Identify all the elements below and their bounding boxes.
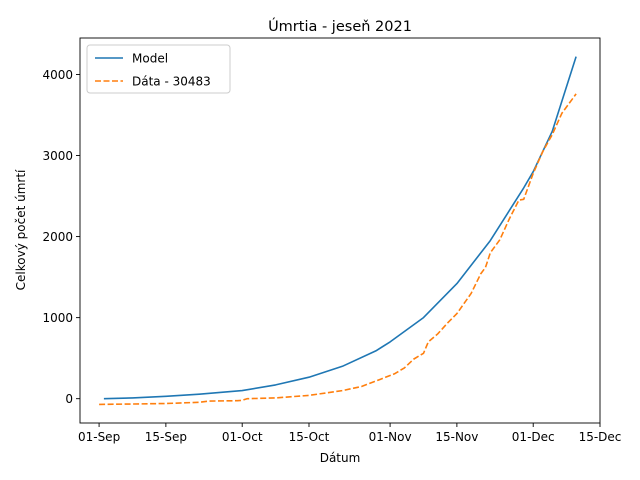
x-tick-label: 01-Sep	[78, 430, 120, 444]
series-line-2	[99, 93, 577, 406]
x-tick-label: 15-Oct	[289, 430, 330, 444]
x-tick-label: 01-Nov	[369, 430, 412, 444]
chart-title: Úmrtia - jeseň 2021	[268, 17, 412, 35]
y-tick-label: 3000	[42, 149, 73, 163]
x-tick-label: 15-Nov	[435, 430, 478, 444]
legend-label-2: Dáta - 30483	[132, 75, 211, 89]
legend-label-1: Model	[132, 52, 168, 66]
y-tick-label: 1000	[42, 311, 73, 325]
legend: Model Dáta - 30483	[86, 44, 231, 94]
y-tick-label: 4000	[42, 68, 73, 82]
plot-frame	[79, 37, 601, 424]
x-tick-label: 01-Oct	[222, 430, 263, 444]
x-tick-label: 15-Dec	[579, 430, 622, 444]
axes: 01-Sep 15-Sep 01-Oct 15-Oct 01-Nov 15-Nov 01-D…	[42, 37, 622, 444]
y-tick-label: 0	[65, 392, 73, 406]
plot-lines	[99, 56, 577, 406]
x-tick-label: 15-Sep	[145, 430, 187, 444]
x-tick-label: 01-Dec	[512, 430, 555, 444]
y-axis-label: Celkový počet úmrtí	[14, 169, 28, 290]
series-line-1	[103, 56, 577, 400]
y-tick-label: 2000	[42, 230, 73, 244]
x-axis-label: Dátum	[320, 451, 361, 465]
